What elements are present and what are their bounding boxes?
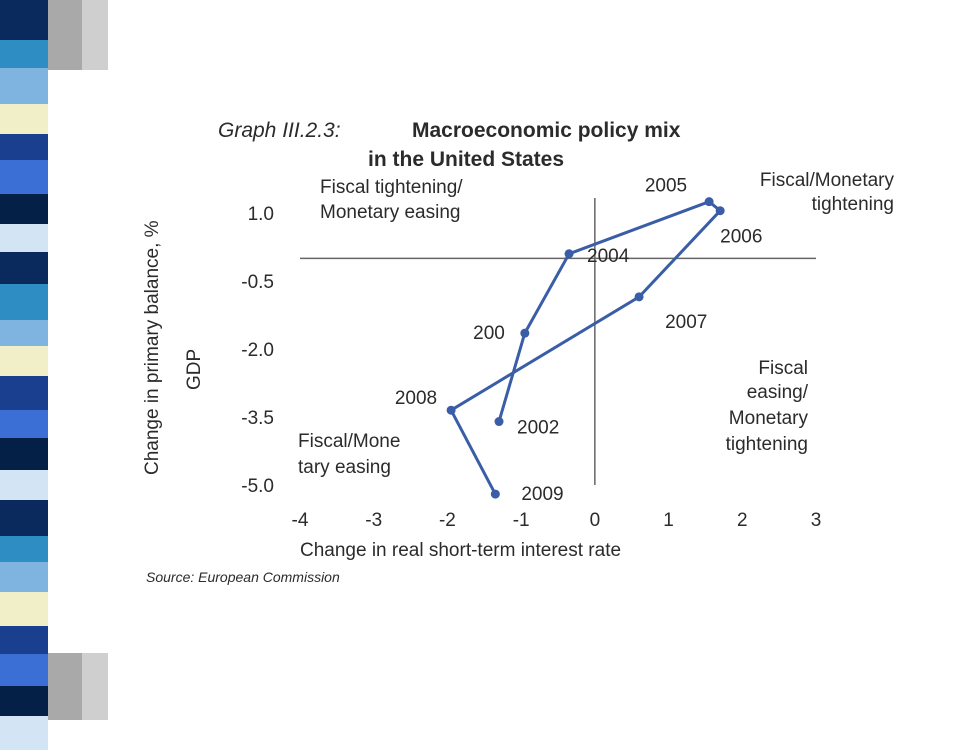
point-label-2005: 2005 [645,176,687,197]
x-tick-label: 0 [590,510,601,531]
x-axis-label: Change in real short-term interest rate [300,540,621,561]
strip-block [0,470,48,500]
strip-block [0,194,48,224]
strip-block [0,626,48,654]
data-point-2002 [494,417,504,427]
slide-panel: Graph III.2.3: Macroeconomic policy mix … [48,70,960,653]
chart-title-line1: Macroeconomic policy mix [412,119,681,142]
x-tick-label: 3 [811,510,822,531]
quadrant-label-bottom-right-3: Monetary [729,408,809,429]
strip-block [0,716,48,750]
strip-block [0,284,48,320]
data-point-2007 [634,292,644,302]
x-tick-label: 2 [737,510,748,531]
data-point-2009 [490,489,500,499]
data-point-2008 [446,405,456,415]
strip-block [0,438,48,470]
strip-block [0,320,48,346]
quadrant-label-top-right-1: Fiscal/Monetary [760,170,895,191]
y-tick-label: -2.0 [241,340,274,361]
strip-block [0,134,48,160]
data-point-2005 [704,197,714,207]
point-label-2006: 2006 [720,227,762,248]
point-label-2002: 2002 [517,418,559,439]
y-axis-label: Change in primary balance, % GDP [142,220,205,475]
y-tick-label: 1.0 [248,204,274,225]
strip-block [0,252,48,284]
x-tick-label: -4 [292,510,309,531]
strip-block [0,562,48,592]
x-tick-label: -3 [365,510,382,531]
series-line [449,200,722,495]
strip-block [0,592,48,626]
strip-block [0,224,48,252]
x-tick-label: -2 [439,510,456,531]
x-tick-label: -1 [513,510,530,531]
y-ticks: 1.0 -0.5 -2.0 -3.5 -5.0 [241,204,274,497]
y-tick-label: -0.5 [241,272,274,293]
y-tick-label: -5.0 [241,476,274,497]
chart-source: Source: European Commission [146,569,340,585]
data-point-2003 [520,328,530,338]
strip-block [0,160,48,194]
data-point-2006 [715,206,725,216]
point-label-2007: 2007 [665,312,707,333]
quadrant-label-top-left-1: Fiscal tightening/ [320,177,463,198]
strip-block [0,686,48,716]
strip-block [0,0,48,40]
y-axis-label-line2: GDP [184,349,205,390]
data-point-2004 [564,249,574,259]
chart-title-prefix: Graph III.2.3: [218,119,341,142]
strip-block [0,500,48,536]
policy-mix-chart: Graph III.2.3: Macroeconomic policy mix … [142,119,895,585]
decorative-color-strip [0,0,48,750]
point-labels: 2002 200 2004 2005 2006 2007 2008 2009 [395,176,763,505]
quadrant-label-top-right-2: tightening [812,194,894,215]
strip-block [0,376,48,410]
strip-block [0,346,48,376]
x-ticks: -4 -3 -2 -1 0 1 2 3 [292,510,822,531]
quadrant-label-bottom-left-2: tary easing [298,457,391,478]
strip-block [0,40,48,68]
strip-block [0,104,48,134]
strip-block [0,410,48,438]
strip-block [0,536,48,562]
quadrant-label-bottom-right-2: easing/ [747,382,809,403]
point-label-2004: 2004 [587,246,630,267]
point-label-2003: 200 [473,323,505,344]
quadrant-label-bottom-left-1: Fiscal/Mone [298,431,400,452]
series-points [446,197,725,499]
strip-block [0,68,48,104]
y-axis-label-line1: Change in primary balance, % [142,220,163,475]
quadrant-label-bottom-right-4: tightening [726,434,808,455]
point-label-2009: 2009 [521,484,563,505]
x-tick-label: 1 [663,510,674,531]
strip-block [0,654,48,686]
quadrant-label-top-left-2: Monetary easing [320,202,460,223]
point-label-2008: 2008 [395,388,437,409]
y-tick-label: -3.5 [241,408,274,429]
chart-title-line2: in the United States [368,148,564,171]
quadrant-label-bottom-right-1: Fiscal [758,358,808,379]
